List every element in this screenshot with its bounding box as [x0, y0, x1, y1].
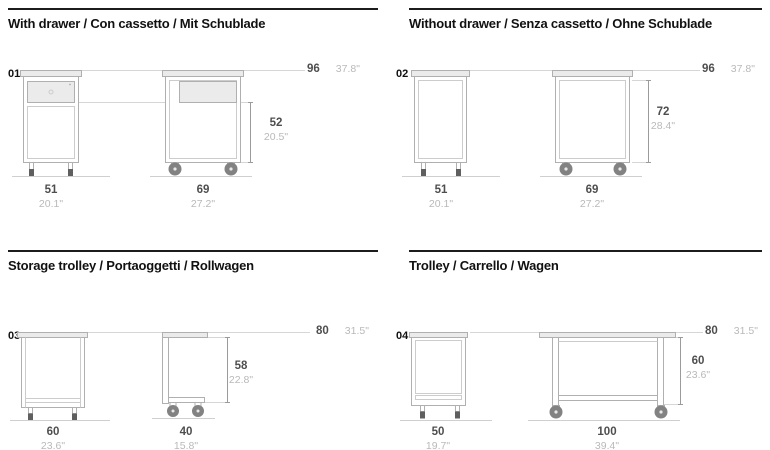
front-width-dim-04: 50 19.7": [426, 426, 450, 450]
dim-cm: 50: [431, 426, 445, 438]
dim-inch: 31.5": [733, 325, 758, 337]
side-width-dim-02: 69 27.2": [580, 184, 604, 210]
dim-inch: 28.4": [650, 119, 676, 132]
dim-cm: 100: [597, 426, 617, 438]
inner-height-dimline-01: [248, 102, 253, 163]
front-view-03: [10, 332, 110, 421]
dim-cm: 80: [705, 325, 718, 337]
inner-height-dimline-02: [646, 80, 651, 163]
section-divider-04: [409, 250, 762, 252]
side-width-dim-04: 100 39.4": [595, 426, 619, 450]
overall-height-dim-03: 80 31.5": [316, 325, 369, 339]
inner-height-dim-04: 60 23.6": [686, 355, 710, 381]
inner-height-dimline-03: [225, 337, 230, 403]
inner-height-dim-01: 52 20.5": [264, 117, 288, 143]
dim-inch: 20.1": [428, 197, 454, 210]
section-title-without-drawer: Without drawer / Senza cassetto / Ohne S…: [409, 16, 713, 31]
drawing-04: [400, 332, 703, 421]
drawing-03: [10, 332, 310, 421]
inner-height-dim-02: 72 28.4": [651, 106, 675, 132]
side-view-01: [150, 70, 252, 177]
section-number-02: 02: [396, 68, 409, 80]
side-width-dim-01: 69 27.2": [191, 184, 215, 210]
overall-height-dim-02: 96 37.8": [702, 63, 755, 77]
dim-inch: 15.8": [173, 439, 199, 450]
drawing-02: [402, 70, 700, 177]
dim-inch: 27.2": [190, 197, 216, 210]
section-number-01: 01: [8, 68, 21, 80]
dim-cm: 69: [585, 184, 599, 196]
dim-cm: 58: [234, 360, 248, 372]
inner-height-dimline-04: [678, 337, 683, 405]
drawing-01: [12, 70, 305, 177]
dim-cm: 60: [691, 355, 705, 367]
front-view-01: [12, 70, 110, 177]
dim-cm: 51: [44, 184, 58, 196]
front-width-dim-01: 51 20.1": [39, 184, 63, 210]
section-number-04: 04: [396, 330, 409, 342]
section-title-trolley: Trolley / Carrello / Wagen: [409, 258, 559, 273]
front-width-dim-03: 60 23.6": [41, 426, 65, 450]
front-width-dim-02: 51 20.1": [429, 184, 453, 210]
dim-inch: 23.6": [685, 368, 711, 381]
side-view-04: [528, 332, 680, 421]
dim-inch: 31.5": [344, 325, 369, 337]
dim-inch: 20.5": [263, 130, 289, 143]
dim-cm: 80: [316, 325, 329, 337]
section-title-storage-trolley: Storage trolley / Portaoggetti / Rollwag…: [8, 258, 254, 273]
overall-height-dim-04: 80 31.5": [705, 325, 758, 339]
side-width-dim-03: 40 15.8": [174, 426, 198, 450]
front-view-02: [402, 70, 500, 177]
dim-cm: 69: [196, 184, 210, 196]
dim-cm: 96: [702, 63, 715, 75]
dim-inch: 19.7": [425, 439, 451, 450]
dim-cm: 96: [307, 63, 320, 75]
dim-cm: 40: [179, 426, 193, 438]
dim-cm: 52: [269, 117, 283, 129]
section-divider-01: [8, 8, 378, 10]
section-title-with-drawer: With drawer / Con cassetto / Mit Schubla…: [8, 16, 266, 31]
inner-height-dim-03: 58 22.8": [229, 360, 253, 386]
overall-height-dim-01: 96 37.8": [307, 63, 360, 77]
section-divider-02: [409, 8, 762, 10]
dim-cm: 51: [434, 184, 448, 196]
dim-inch: 27.2": [579, 197, 605, 210]
front-view-04: [400, 332, 492, 421]
dim-inch: 23.6": [40, 439, 66, 450]
dim-inch: 37.8": [335, 63, 360, 75]
dim-cm: 72: [656, 106, 670, 118]
dim-inch: 37.8": [730, 63, 755, 75]
dim-cm: 60: [46, 426, 60, 438]
side-view-02: [540, 70, 642, 177]
dim-inch: 22.8": [228, 373, 254, 386]
dim-inch: 39.4": [594, 439, 620, 450]
section-divider-03: [8, 250, 378, 252]
dim-inch: 20.1": [38, 197, 64, 210]
side-view-03: [152, 332, 215, 419]
